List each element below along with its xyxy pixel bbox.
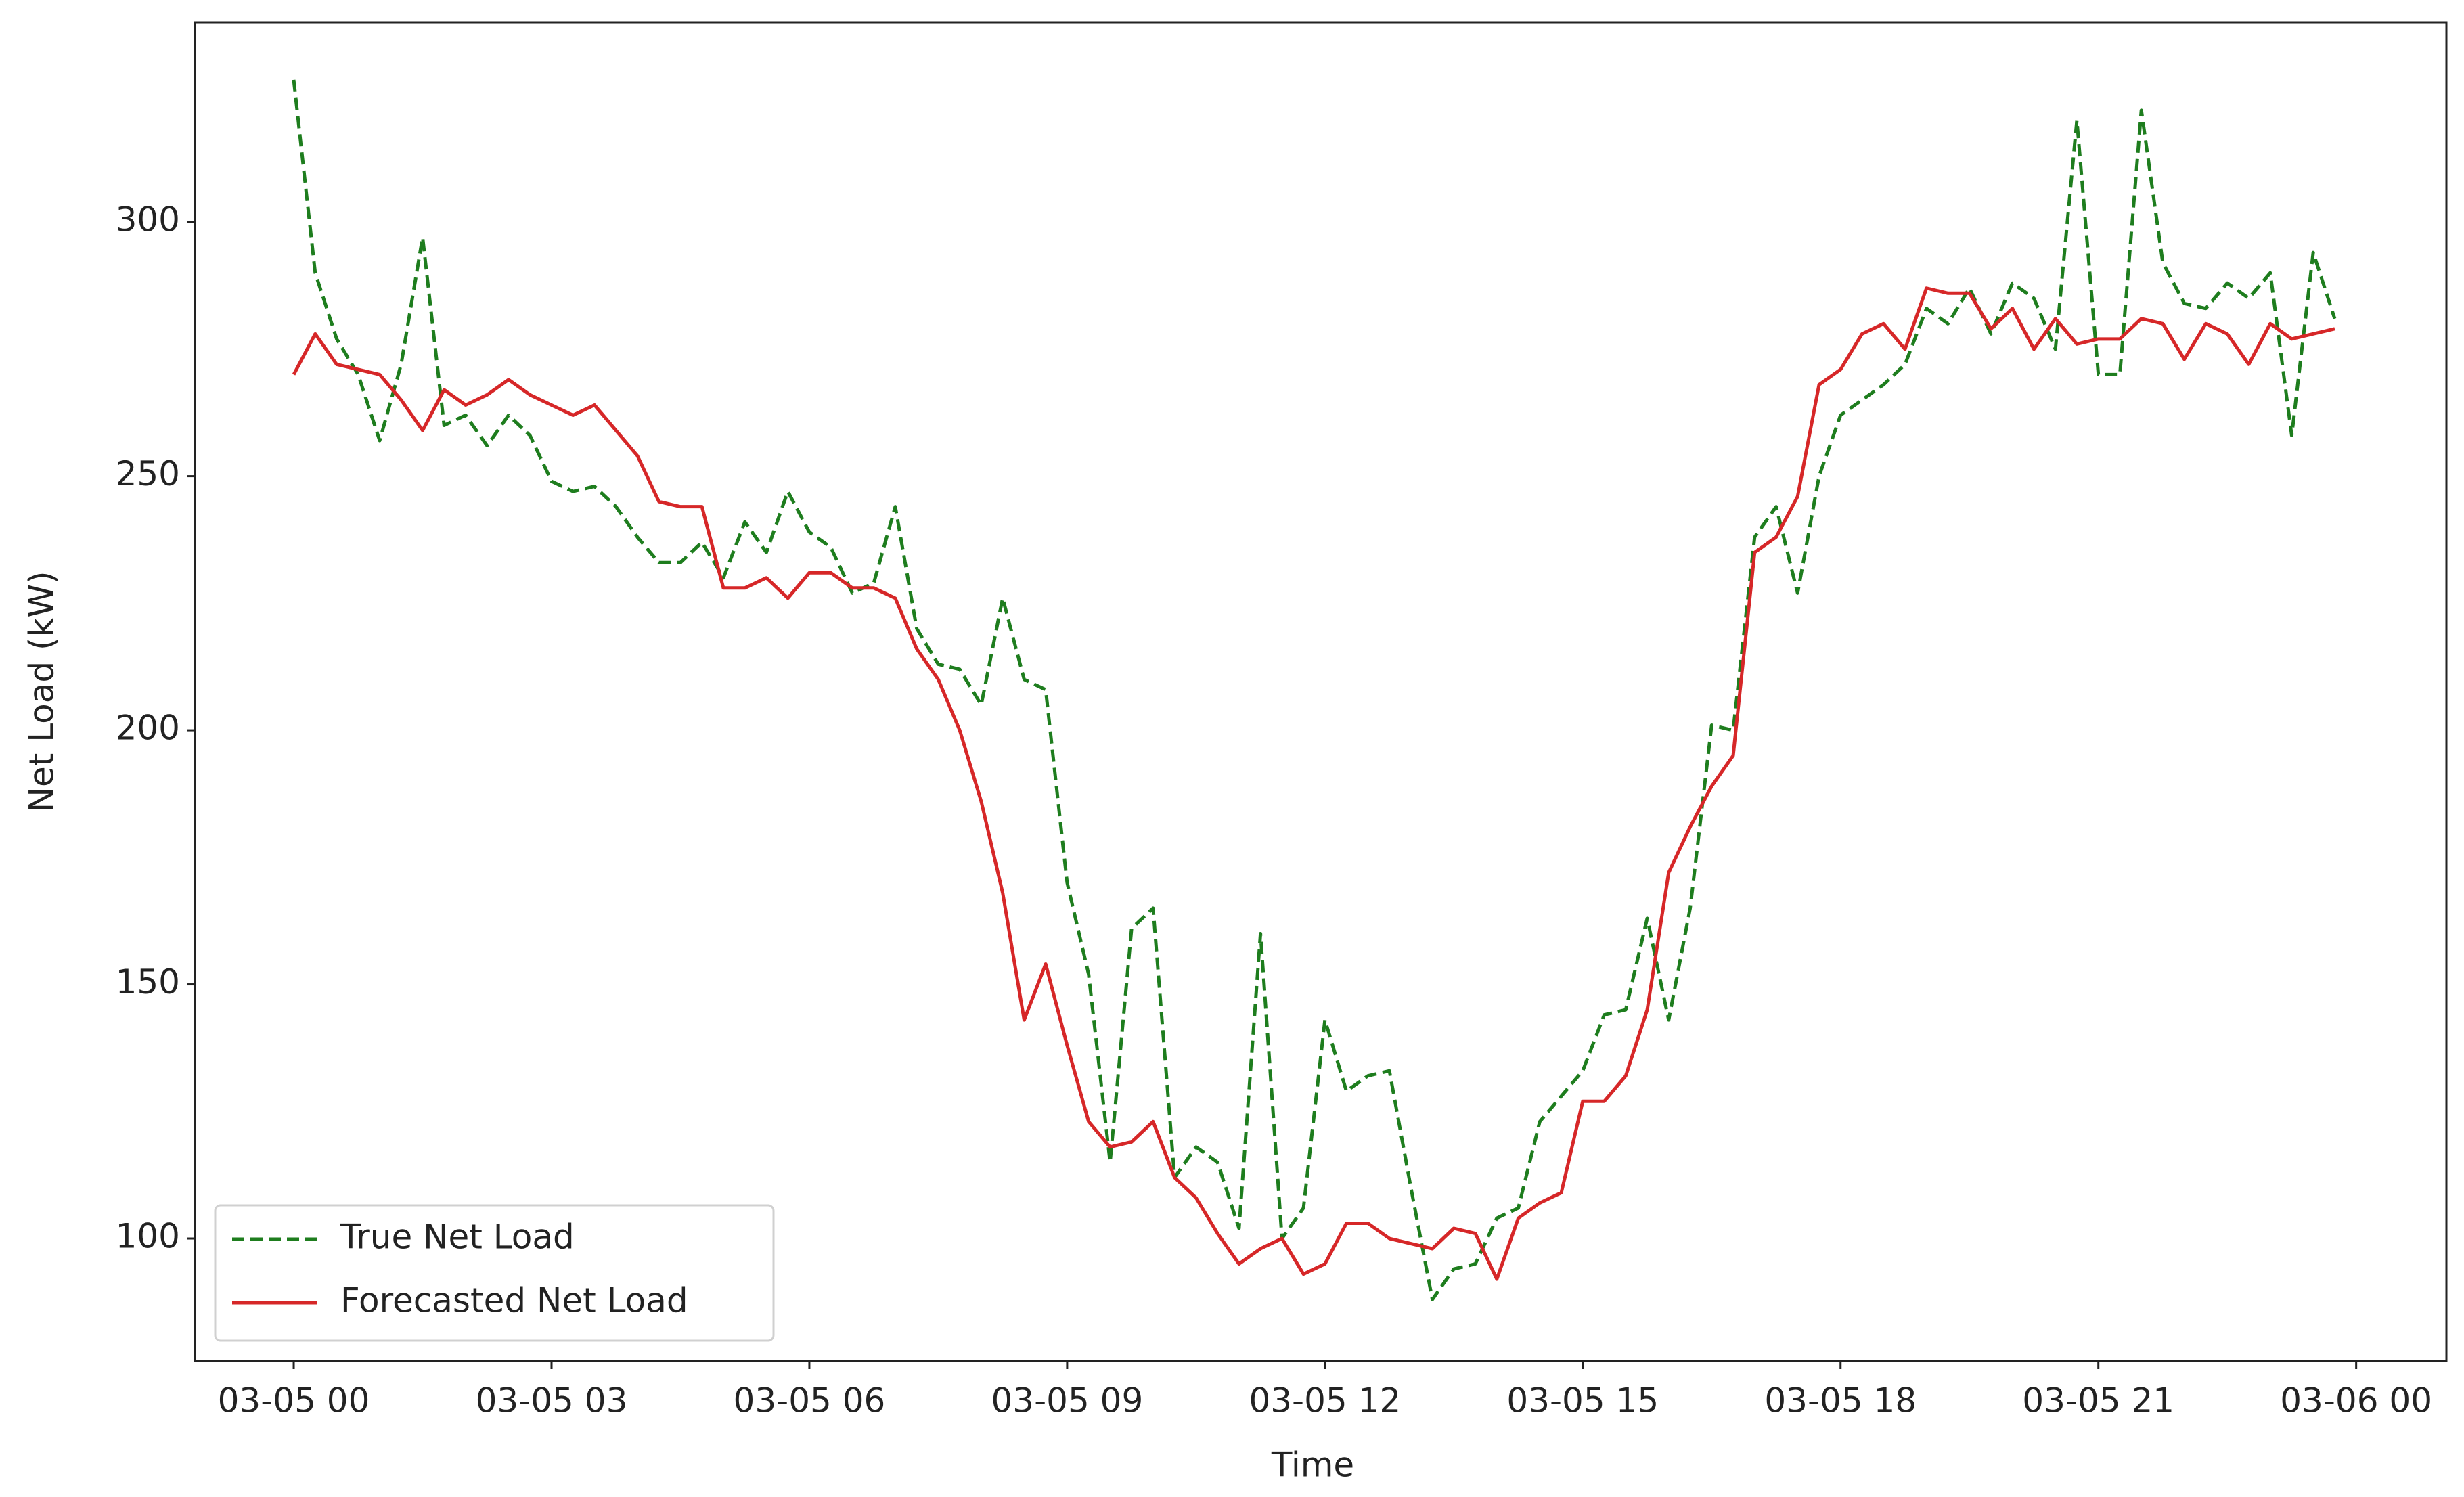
x-tick-label: 03-05 09 xyxy=(991,1381,1143,1421)
x-axis-label: Time xyxy=(1271,1446,1354,1485)
x-tick-label: 03-05 21 xyxy=(2022,1381,2174,1421)
y-tick-label: 250 xyxy=(116,454,180,493)
x-tick-label: 03-05 15 xyxy=(1506,1381,1659,1421)
y-axis-label: Net Load (kW) xyxy=(22,571,62,813)
plot-frame xyxy=(194,21,2448,1362)
y-tick-label: 150 xyxy=(116,962,180,1002)
x-tick-label: 03-05 06 xyxy=(734,1381,886,1421)
y-tick-label: 200 xyxy=(116,709,180,748)
legend-box xyxy=(214,1204,775,1342)
x-tick-label: 03-05 03 xyxy=(476,1381,628,1421)
series-line xyxy=(292,79,2337,1301)
x-tick-label: 03-06 00 xyxy=(2280,1381,2432,1421)
x-tick-label: 03-05 00 xyxy=(218,1381,370,1421)
y-tick-label: 300 xyxy=(116,200,180,240)
y-tick-label: 100 xyxy=(116,1217,180,1256)
legend-label: True Net Load xyxy=(340,1217,575,1257)
legend-label: Forecasted Net Load xyxy=(340,1281,688,1320)
x-tick-label: 03-05 12 xyxy=(1249,1381,1401,1421)
x-tick-label: 03-05 18 xyxy=(1764,1381,1917,1421)
series-line xyxy=(292,286,2335,1281)
